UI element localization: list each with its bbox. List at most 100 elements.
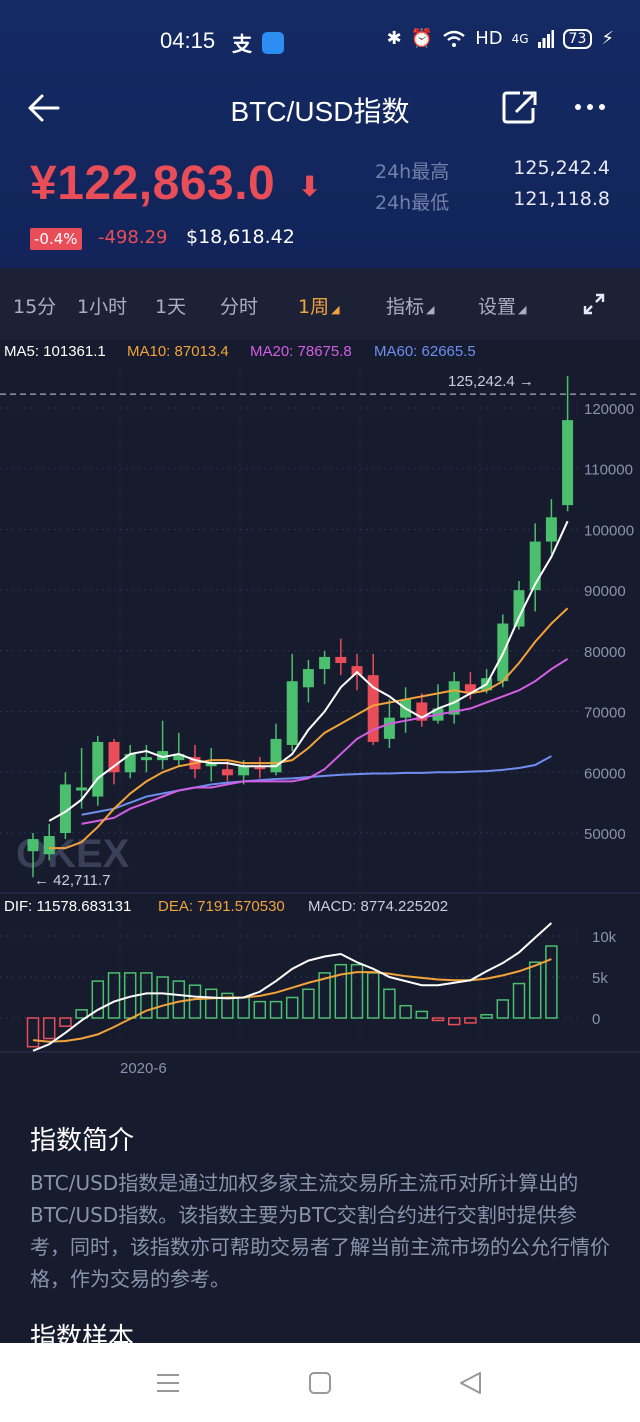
back-nav-icon[interactable] [458,1371,482,1395]
macd-bar [156,976,169,1019]
dif-legend: DIF: 11578.683131 [4,898,131,915]
macd-bar [399,1004,412,1019]
candle-body [43,836,55,855]
tab-1week[interactable]: 1周 ◢ [298,292,340,319]
candlestick-chart[interactable]: 120000 110000 100000 90000 80000 70000 60000 50… [0,340,640,1085]
price-axis-tick: 60000 [584,765,626,782]
price-axis-tick: 100000 [584,522,634,539]
macd-bar [75,1009,88,1019]
macd-axis-tick: 0 [592,1011,600,1028]
app-notification-icon [262,31,284,54]
intro-title: 指数简介 [30,1126,135,1156]
macd-bar [415,1010,429,1019]
share-icon[interactable] [500,88,538,126]
candle-body [383,717,395,739]
ma20-legend: MA20: 78675.8 [250,343,352,360]
back-arrow-icon[interactable] [26,90,62,126]
more-menu-icon[interactable] [574,102,606,112]
current-price: ¥122,863.0 [30,157,276,210]
ma5-line [48,520,569,822]
tab-1hour[interactable]: 1小时 [77,296,128,318]
high-24h-label: 24h最高 [375,161,450,183]
macd-bar [545,945,558,1019]
macd-bar [221,992,234,1019]
candle-body [221,769,233,776]
chart-background [0,340,640,1085]
down-arrow-icon: ⬇ [298,170,322,203]
x-axis-tick: 2020-6 [120,1060,167,1077]
macd-bar [204,988,218,1019]
tab-indicators-label: 指标 [386,296,425,318]
macd-bar [480,1013,493,1019]
dea-legend: DEA: 7191.570530 [158,898,285,915]
candle-body [302,669,314,688]
candle-body [464,684,476,694]
system-navigation-bar [0,1343,640,1422]
candle-body [238,766,250,776]
low-24h-label: 24h最低 [375,192,450,214]
macd-bar [285,996,299,1019]
caret-down-icon: ◢ [518,303,527,316]
price-axis-tick: 120000 [584,401,634,418]
candle-body [529,541,541,591]
home-icon[interactable] [308,1371,332,1395]
menu-icon[interactable] [156,1371,180,1395]
navigation-bar: BTC/USD指数 [0,80,640,136]
alarm-icon: ⏰ [410,28,434,49]
price-axis-tick: 90000 [584,583,626,600]
high-24h-value: 125,242.4 [513,157,610,179]
alipay-icon: 支 [232,32,252,56]
macd-bar [447,1017,461,1026]
macd-bar [512,982,526,1019]
bluetooth-icon: ✱ [386,28,402,49]
price-axis-tick: 110000 [584,462,633,479]
tab-15min[interactable]: 15分 [13,296,57,318]
macd-bar [26,1017,40,1048]
high-price-label: 125,242.4 → [448,373,534,390]
candle-body [92,741,104,797]
tab-settings-label: 设置 [478,296,517,318]
macd-bar [496,999,510,1019]
status-time: 04:15 [160,28,216,53]
ma60-legend: MA60: 62665.5 [374,343,476,360]
dif-line [32,922,553,1052]
candle-body [76,787,88,791]
tab-indicators[interactable]: 指标 ◢ [386,292,434,319]
price-axis-tick: 80000 [584,644,626,661]
tab-timeshare[interactable]: 分时 [220,296,259,318]
price-axis-tick: 70000 [584,705,626,722]
macd-bar [334,963,348,1019]
price-axis-tick: 50000 [584,826,626,843]
macd-legend: MACD: 8774.225202 [308,898,448,915]
caret-down-icon: ◢ [426,303,435,316]
candle-body [59,784,71,833]
candle-body [286,681,298,745]
macd-bar [350,963,364,1019]
usd-price: $18,618.42 [186,226,295,248]
candle-body [545,517,557,542]
caret-down-icon: ◢ [331,303,340,316]
macd-bar [528,961,542,1019]
macd-bar [253,1000,267,1019]
ma10-legend: MA10: 87013.4 [127,343,229,360]
ma60-line [81,755,552,816]
candle-body [351,666,363,676]
candle-body [108,741,120,773]
tab-1day[interactable]: 1天 [155,296,187,318]
change-percent-badge: -0.4% [30,228,82,250]
tab-settings[interactable]: 设置 ◢ [478,292,526,319]
signal-type: 4G [511,31,529,46]
signal-icon [537,29,554,48]
macd-axis-tick: 10k [592,929,617,946]
macd-bar [269,1000,283,1019]
macd-bar [42,1017,56,1040]
timeframe-tabs: 15分 1小时 1天 分时 1周 ◢ 指标 ◢ 设置 ◢ [0,268,640,340]
candle-body [124,754,136,773]
price-chart-area[interactable]: 120000 110000 100000 90000 80000 70000 60000 50… [0,340,640,1085]
low-price-label: ← 42,711.7 [34,872,110,889]
fullscreen-icon[interactable] [582,292,606,316]
macd-bar [59,1017,72,1027]
candle-body [416,702,428,721]
candle-body [140,757,152,761]
candle-body [319,656,331,670]
